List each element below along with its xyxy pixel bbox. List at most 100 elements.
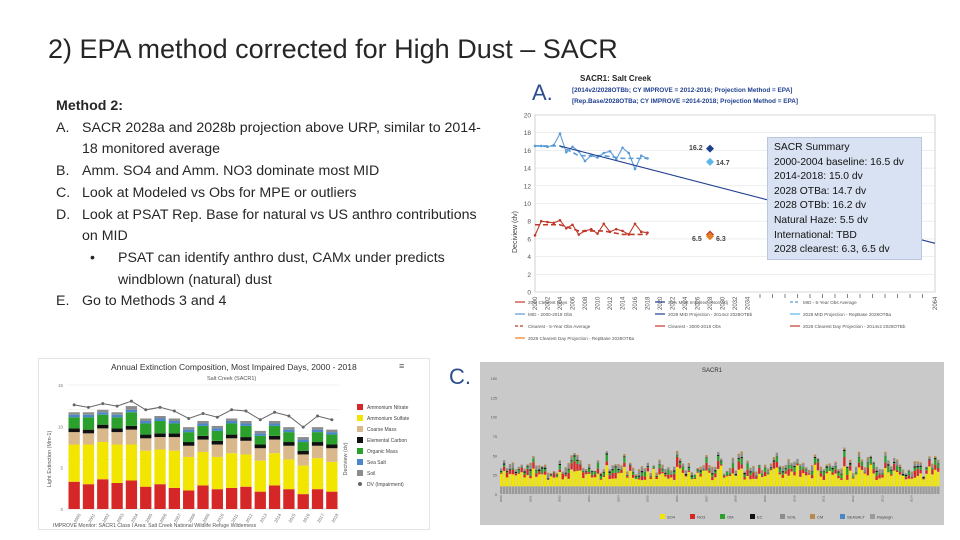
stacked-bar-segment bbox=[526, 465, 529, 467]
stacked-bar-segment bbox=[684, 486, 688, 494]
stacked-bar-segment bbox=[585, 474, 588, 487]
stacked-bar-segment bbox=[928, 459, 931, 461]
stacked-bar-segment bbox=[714, 486, 717, 494]
x-tick-label: 2034 bbox=[746, 296, 752, 310]
stacked-bar-segment bbox=[555, 475, 559, 477]
stacked-bar-segment bbox=[283, 427, 295, 430]
series-point bbox=[621, 229, 624, 233]
stacked-bar-segment bbox=[717, 452, 720, 455]
stacked-bar-segment bbox=[896, 466, 899, 471]
stacked-bar-segment bbox=[852, 476, 855, 478]
stacked-bar-segment bbox=[749, 472, 752, 476]
stacked-bar-segment bbox=[857, 451, 861, 455]
stacked-bar-segment bbox=[722, 474, 726, 476]
stacked-bar-segment bbox=[825, 466, 828, 468]
stacked-bar-segment bbox=[125, 444, 138, 481]
stacked-bar-segment bbox=[860, 469, 864, 487]
stacked-bar-segment bbox=[755, 471, 758, 474]
stacked-bar-segment bbox=[919, 466, 922, 470]
stacked-bar-segment bbox=[97, 409, 109, 413]
stacked-bar-segment bbox=[793, 466, 796, 468]
stacked-bar-segment bbox=[825, 486, 828, 494]
series-point bbox=[602, 151, 606, 155]
stacked-bar-segment bbox=[240, 437, 252, 441]
stacked-bar-segment bbox=[781, 467, 784, 472]
stacked-bar-segment bbox=[916, 465, 919, 468]
stacked-bar-segment bbox=[614, 464, 617, 467]
method-item: A. SACR 2028a and 2028b projection above… bbox=[56, 118, 486, 161]
stacked-bar-segment bbox=[896, 471, 899, 487]
panel-b-extinction-composition: Annual Extinction Composition, Most Impa… bbox=[38, 358, 430, 530]
stacked-bar-segment bbox=[617, 486, 620, 494]
stacked-bar-segment bbox=[910, 477, 913, 479]
stacked-bar-segment bbox=[111, 432, 123, 445]
stacked-bar-segment bbox=[154, 433, 166, 438]
stacked-bar-segment bbox=[661, 486, 664, 494]
stacked-bar-segment bbox=[755, 476, 758, 479]
x-tick-label: 2032 bbox=[733, 296, 739, 310]
stacked-bar-segment bbox=[555, 477, 559, 487]
summary-line: 2000-2004 baseline: 16.5 dv bbox=[774, 156, 904, 168]
stacked-bar-segment bbox=[634, 474, 638, 476]
menu-icon[interactable]: ≡ bbox=[399, 361, 404, 371]
stacked-bar-segment bbox=[834, 466, 837, 470]
stacked-bar-segment bbox=[743, 477, 746, 480]
stacked-bar-segment bbox=[505, 468, 509, 471]
stacked-bar-segment bbox=[240, 420, 252, 424]
stacked-bar-segment bbox=[696, 472, 699, 487]
stacked-bar-segment bbox=[884, 451, 887, 454]
stacked-bar-segment bbox=[549, 474, 553, 476]
stacked-bar-segment bbox=[579, 460, 582, 463]
stacked-bar-segment bbox=[752, 466, 755, 468]
stacked-bar-segment bbox=[799, 464, 802, 467]
stacked-bar-segment bbox=[558, 460, 561, 464]
legend-entry: Clearest - 5-Year Obs Average bbox=[528, 324, 591, 329]
stacked-bar-segment bbox=[643, 468, 647, 470]
stacked-bar-segment bbox=[541, 474, 544, 487]
dv-point bbox=[101, 402, 105, 406]
stacked-bar-segment bbox=[529, 469, 532, 471]
stacked-bar-segment bbox=[529, 462, 532, 466]
stacked-bar-segment bbox=[881, 473, 884, 475]
stacked-bar-segment bbox=[590, 475, 594, 478]
stacked-bar-segment bbox=[268, 453, 281, 486]
stacked-bar-segment bbox=[514, 475, 517, 487]
stacked-bar-segment bbox=[831, 469, 834, 473]
stacked-bar-segment bbox=[860, 461, 864, 466]
stacked-bar-segment bbox=[884, 453, 887, 457]
stacked-bar-segment bbox=[643, 476, 647, 480]
stacked-bar-segment bbox=[552, 486, 556, 494]
dv-point bbox=[316, 414, 320, 418]
stacked-bar-segment bbox=[837, 471, 840, 473]
method-item-label: A. bbox=[56, 119, 70, 136]
stacked-bar-segment bbox=[211, 428, 223, 431]
stacked-bar-segment bbox=[546, 478, 550, 480]
stacked-bar-segment bbox=[523, 471, 526, 473]
stacked-bar-segment bbox=[831, 467, 834, 470]
stacked-bar-segment bbox=[97, 442, 109, 480]
stacked-bar-segment bbox=[837, 486, 840, 494]
chart-a-header-line1: [2014v2/2028OTBb; CY IMPROVE = 2012-2016… bbox=[572, 87, 792, 94]
stacked-bar-segment bbox=[558, 463, 561, 466]
stacked-bar-segment bbox=[68, 432, 80, 445]
stacked-bar-segment bbox=[740, 457, 743, 459]
stacked-bar-segment bbox=[579, 464, 582, 466]
stacked-bar-segment bbox=[884, 486, 887, 494]
stacked-bar-segment bbox=[582, 478, 585, 487]
stacked-bar-segment bbox=[297, 465, 309, 495]
method-item: B. Amm. SO4 and Amm. NO3 dominate most M… bbox=[56, 161, 486, 183]
stacked-bar-segment bbox=[766, 472, 770, 475]
stacked-bar-segment bbox=[854, 467, 858, 473]
stacked-bar-segment bbox=[761, 470, 764, 473]
stacked-bar-segment bbox=[211, 456, 223, 490]
series-point bbox=[627, 233, 631, 236]
x-tick-label: 2016 bbox=[633, 296, 639, 310]
legend-entry: MID - 5-Year Obs Average bbox=[803, 300, 857, 305]
stacked-bar-segment bbox=[722, 476, 726, 478]
stacked-bar-segment bbox=[511, 463, 515, 469]
stacked-bar-segment bbox=[857, 454, 861, 457]
stacked-bar-segment bbox=[529, 465, 532, 470]
stacked-bar-segment bbox=[711, 486, 714, 494]
stacked-bar-segment bbox=[752, 471, 755, 473]
stacked-bar-segment bbox=[311, 427, 324, 430]
